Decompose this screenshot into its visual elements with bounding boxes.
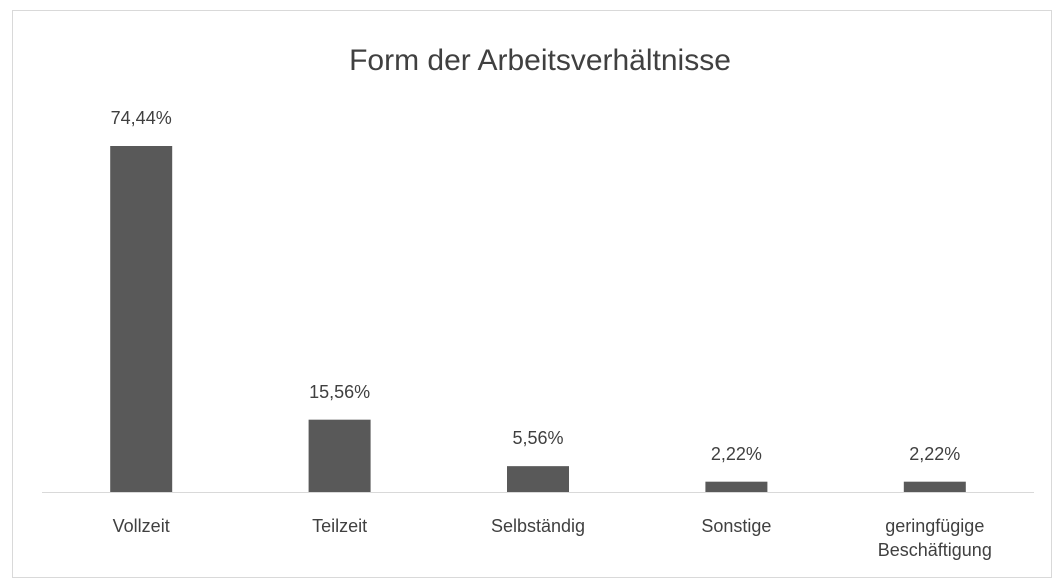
x-tick-label: Sonstige xyxy=(701,516,772,536)
data-label: 74,44% xyxy=(110,108,172,128)
data-label: 5,56% xyxy=(512,428,564,449)
x-tick-label: Teilzeit xyxy=(312,516,368,536)
data-label: 2,22% xyxy=(909,443,961,464)
bar xyxy=(308,419,371,492)
data-label: 2,22% xyxy=(710,443,762,464)
x-tick-label: Vollzeit xyxy=(112,516,170,536)
bar xyxy=(903,481,966,492)
bar xyxy=(110,146,173,492)
bar xyxy=(705,481,768,492)
x-tick-label: geringfügige Beschäftigung xyxy=(877,516,992,560)
chart-title: Form der Arbeitsverhältnisse xyxy=(349,44,731,77)
data-label: 15,56% xyxy=(309,381,371,402)
x-tick-label: Selbständig xyxy=(490,516,586,536)
bar xyxy=(507,466,569,492)
